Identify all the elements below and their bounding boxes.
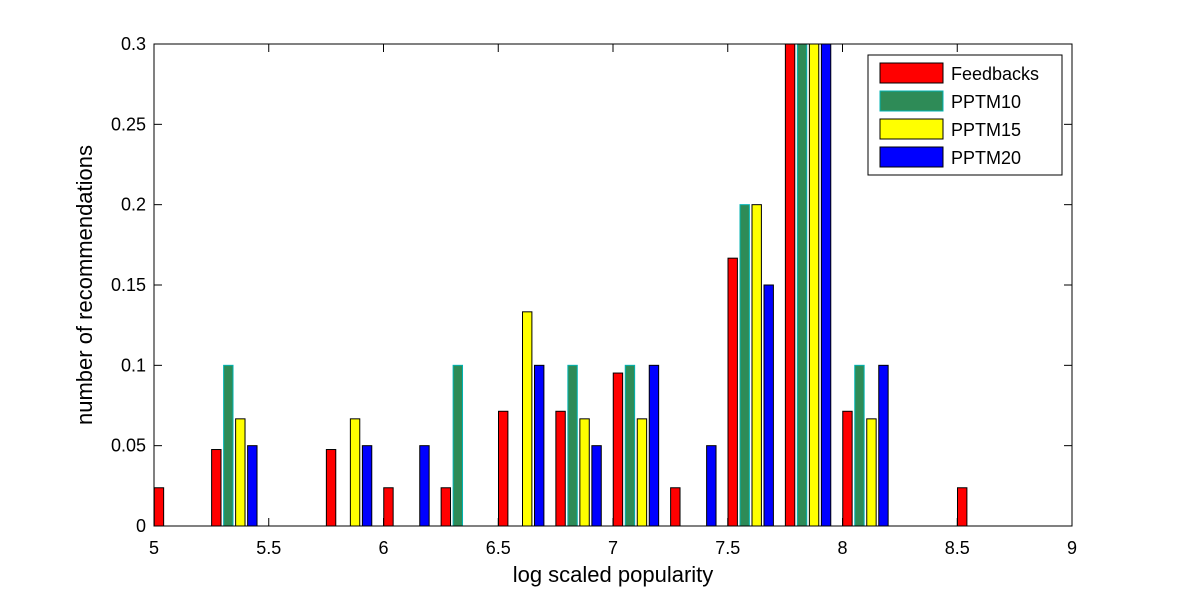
legend-swatch-pptm20 [879, 146, 944, 168]
bar-pptm20-4 [419, 445, 430, 527]
x-tick-label: 5.5 [256, 538, 281, 558]
x-tick-label: 5 [149, 538, 159, 558]
legend-swatch-feedbacks [879, 62, 944, 84]
bar-feedbacks-6 [498, 410, 509, 527]
legend-swatch-pptm15 [879, 118, 944, 140]
bar-pptm20-11 [820, 43, 832, 527]
legend-label-pptm20: PPTM20 [951, 148, 1021, 168]
bar-pptm10-8 [624, 364, 636, 527]
bar-pptm15-1 [235, 418, 246, 527]
y-axis-ticks: 0 0.05 0.1 0.15 0.2 0.25 0.3 [111, 34, 1072, 536]
bar-feedbacks-14 [957, 487, 968, 527]
bar-pptm15-12 [866, 418, 877, 527]
bar-pptm10-10 [739, 204, 750, 527]
bar-pptm20-1 [247, 445, 258, 527]
x-tick-label: 8 [837, 538, 847, 558]
bar-pptm10-11 [796, 43, 808, 527]
y-axis-label: number of recommendations [72, 145, 97, 425]
y-tick-label: 0.25 [111, 114, 146, 134]
bar-pptm15-10 [751, 204, 762, 527]
bar-feedbacks-4 [383, 487, 394, 527]
bar-pptm20-12 [878, 364, 889, 527]
y-tick-label: 0.05 [111, 436, 146, 456]
bar-pptm15-11 [808, 43, 820, 527]
x-axis-label: log scaled popularity [513, 562, 714, 587]
legend-label-feedbacks: Feedbacks [951, 64, 1039, 84]
x-tick-label: 7.5 [715, 538, 740, 558]
bar-pptm20-10 [763, 284, 774, 527]
y-tick-label: 0 [136, 516, 146, 536]
bar-feedbacks-7 [555, 410, 566, 527]
bar-feedbacks-5 [440, 487, 452, 527]
bar-pptm15-8 [636, 418, 648, 527]
bar-feedbacks-0 [153, 487, 165, 527]
bar-feedbacks-12 [842, 410, 853, 527]
bar-pptm10-1 [223, 364, 234, 527]
bar-feedbacks-8 [612, 372, 624, 527]
bar-pptm20-9 [706, 445, 717, 527]
bar-feedbacks-3 [325, 449, 337, 527]
bar-feedbacks-9 [670, 487, 681, 527]
bar-pptm20-3 [361, 445, 373, 527]
legend-label-pptm10: PPTM10 [951, 92, 1021, 112]
bar-pptm20-7 [591, 445, 602, 527]
bar-pptm20-8 [648, 364, 660, 527]
x-tick-label: 9 [1067, 538, 1077, 558]
bar-feedbacks-11 [784, 43, 796, 527]
bar-pptm10-7 [567, 364, 578, 527]
bar-pptm15-7 [579, 418, 590, 527]
y-tick-label: 0.3 [121, 34, 146, 54]
bar-feedbacks-10 [727, 257, 738, 527]
x-tick-label: 7 [608, 538, 618, 558]
y-tick-label: 0.1 [121, 355, 146, 375]
x-tick-label: 6.5 [486, 538, 511, 558]
bar-pptm20-6 [534, 364, 545, 527]
bar-pptm15-3 [349, 418, 361, 527]
x-axis-ticks: 5 5.5 6 6.5 7 7.5 8 8.5 9 [149, 44, 1077, 558]
x-tick-label: 6 [378, 538, 388, 558]
legend-swatch-pptm10 [879, 90, 944, 112]
bars-layer [153, 43, 968, 527]
bar-pptm10-12 [854, 364, 865, 527]
y-tick-label: 0.2 [121, 195, 146, 215]
bar-feedbacks-1 [211, 449, 222, 527]
legend: Feedbacks PPTM10 PPTM15 PPTM20 [867, 54, 1063, 176]
bar-pptm15-6 [522, 311, 533, 527]
x-tick-label: 8.5 [945, 538, 970, 558]
bar-pptm10-5 [452, 364, 464, 527]
y-tick-label: 0.15 [111, 275, 146, 295]
legend-label-pptm15: PPTM15 [951, 120, 1021, 140]
